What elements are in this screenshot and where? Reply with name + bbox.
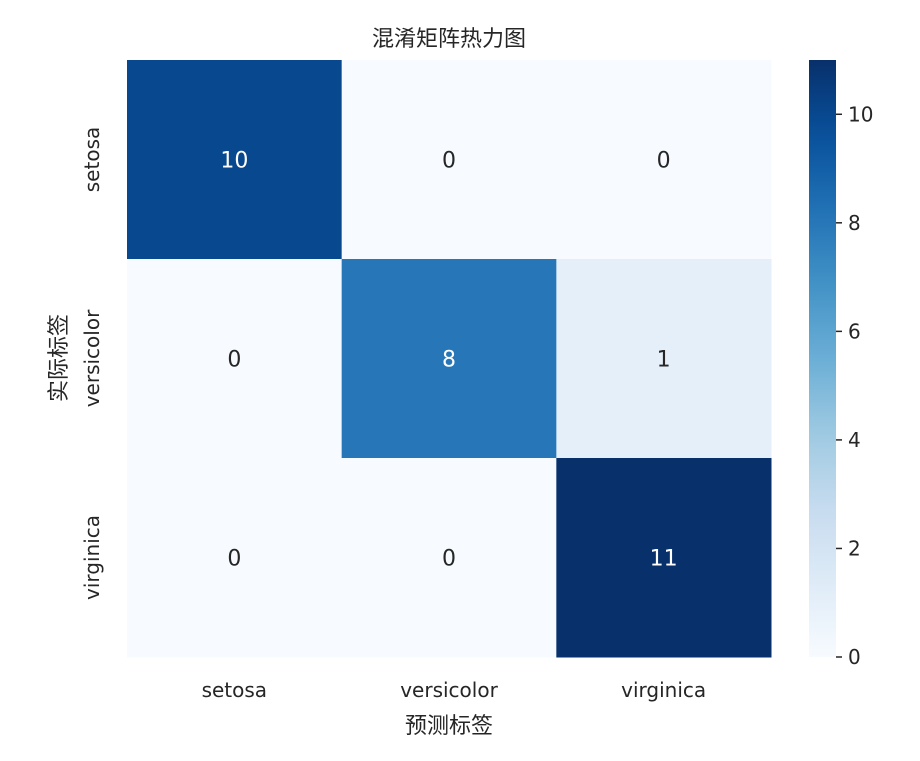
colorbar-tick-label: 4 [848,428,861,452]
y-tick-label: versicolor [80,309,104,407]
cell-value-label: 8 [442,348,456,373]
cell-value-label: 0 [442,547,456,572]
heatmap-cell [127,60,343,260]
heatmap-cell [556,60,772,260]
cell-value-label: 0 [657,149,671,174]
y-axis-label: 实际标签 [47,314,72,402]
x-axis-label: 预测标签 [405,714,493,739]
cell-value-label: 0 [442,149,456,174]
colorbar-tick-label: 0 [848,645,861,669]
colorbar-tick-label: 10 [848,102,873,126]
heatmap-cell [341,458,557,658]
cell-value-label: 0 [227,348,241,373]
cell-value-label: 11 [650,547,678,572]
heatmap-cell [127,259,343,459]
heatmap-cell [341,60,557,260]
cell-value-label: 0 [227,547,241,572]
colorbar [809,60,836,657]
colorbar-tick-label: 6 [848,319,861,343]
y-tick-label: setosa [80,127,104,192]
chart-title: 混淆矩阵热力图 [372,27,526,52]
x-tick-labels: setosa versicolor virginica [202,678,707,702]
x-tick-label: versicolor [400,678,498,702]
heatmap-cells: 10 0 00 8 10 0 11 [127,60,772,658]
colorbar-tick-label: 2 [848,536,861,560]
cell-value-label: 1 [657,348,671,373]
x-tick-label: virginica [621,678,706,702]
heatmap-cell [556,458,772,658]
heatmap-cell [556,259,772,459]
x-tick-label: setosa [202,678,267,702]
heatmap-cell [127,458,343,658]
y-tick-label: virginica [80,515,104,600]
heatmap-cell [341,259,557,459]
y-tick-labels: setosa versicolor virginica [80,127,104,600]
colorbar-ticks: 0 2 4 6 8 10 [836,102,873,669]
colorbar-tick-label: 8 [848,211,861,235]
cell-value-label: 10 [220,149,248,174]
